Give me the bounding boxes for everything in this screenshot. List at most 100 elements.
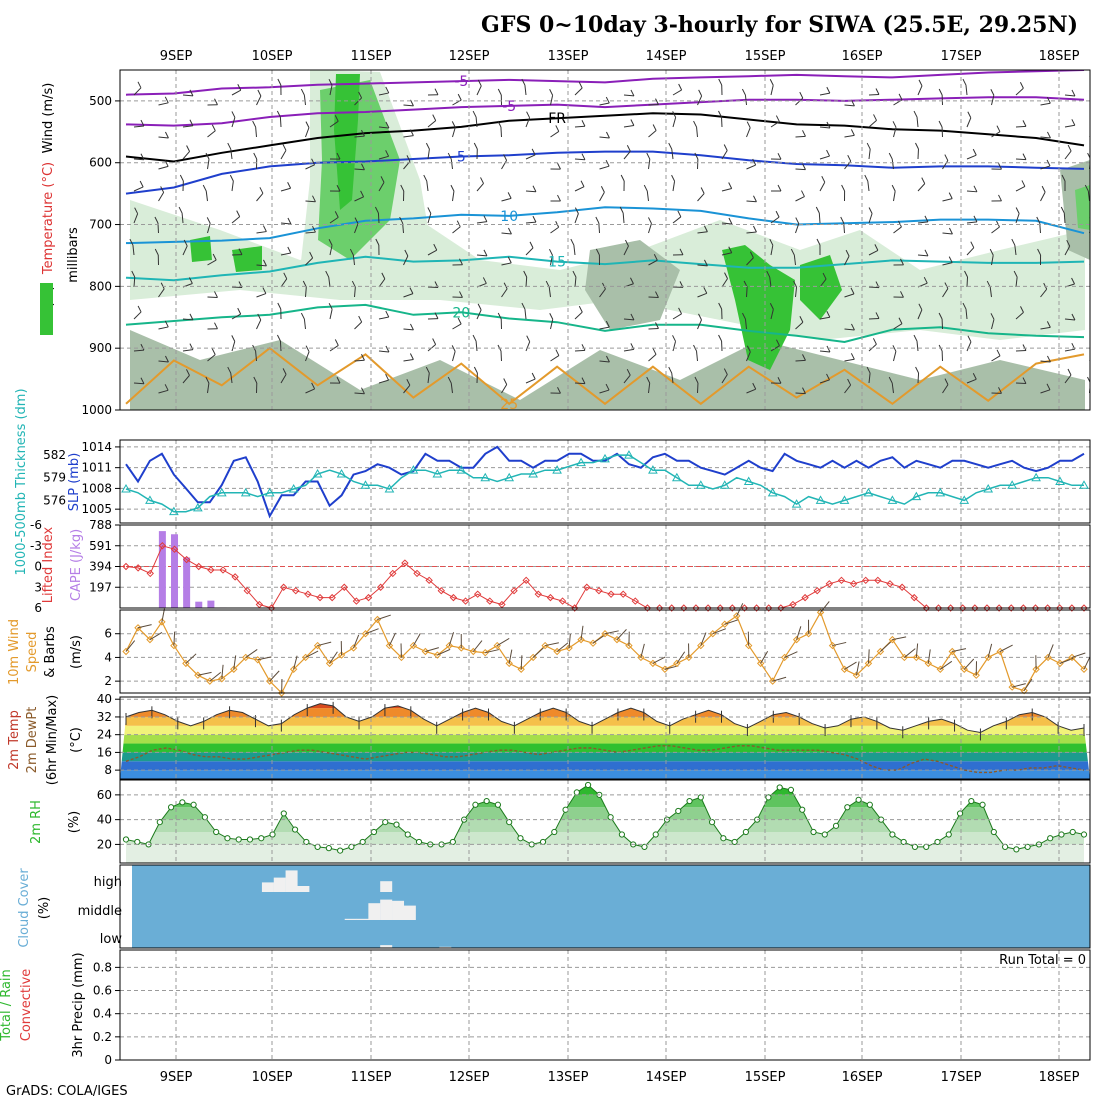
- wind-barb-5-34: [966, 247, 975, 256]
- lifted-index-point-68: [946, 604, 955, 612]
- wind-speed-point-69: [948, 647, 956, 656]
- wind-barb-10m-25: [425, 647, 439, 652]
- wind-barb-10m-0: [125, 640, 136, 652]
- lifted-index-point-33: [522, 576, 530, 585]
- lifted-index-point-20: [364, 593, 373, 602]
- wind-barb-flag-7-8: [328, 303, 333, 310]
- thickness-point-62: [863, 487, 874, 497]
- lifted-index-point-52: [752, 604, 761, 612]
- wind-barb-flag-1-5: [252, 120, 257, 128]
- wind-barb-flag-4-7: [312, 225, 316, 233]
- wind-barb-6-10: [378, 278, 386, 288]
- rh-ytick-20: 20: [97, 837, 112, 851]
- wind-barb-flag-0-18: [578, 81, 583, 89]
- wind-barb-flag-0-38: [1071, 89, 1076, 97]
- wind-barb-flag-8-37: [1047, 355, 1051, 363]
- wind-barb-0-35: [991, 95, 995, 106]
- lifted-index-point-28: [461, 597, 470, 605]
- wind-barb-6-6: [280, 278, 288, 288]
- wind-barb-8-17: [550, 355, 560, 362]
- wind-barb-flag-8-9: [361, 354, 365, 361]
- wind-barb-9-13: [450, 383, 453, 394]
- wind-barb-flag-3-37: [1041, 185, 1046, 193]
- wind-barb-5-11: [403, 255, 409, 266]
- lifted-index-point-19: [352, 597, 361, 605]
- wind-barb-6-11: [403, 293, 414, 298]
- thickness-point-50: [719, 480, 730, 489]
- wind-barb-flag-0-3: [214, 98, 218, 105]
- wind-barb-4-25: [746, 231, 757, 234]
- wind-barb-flag-2-5: [253, 152, 258, 160]
- wind-barb-0-22: [672, 89, 682, 96]
- wind-speed-point-75: [1020, 686, 1028, 695]
- wind10-axis-label-4: (m/s): [69, 635, 84, 669]
- wind-barb-8-29: [844, 358, 855, 362]
- li-ytick-3: 3: [34, 580, 42, 594]
- wind-barb-flag-0-34: [962, 78, 967, 86]
- wind-barb-flag-9-0: [140, 377, 145, 384]
- wind-speed-point-11: [254, 656, 262, 664]
- wind-barb-flag-9-16: [531, 372, 536, 380]
- thickness-axis-label: 1000-500mb Thickness (dm): [14, 388, 29, 575]
- upper-air-panel: -5 -5 FR 5 10 15 20 25 500 600 700 800 900 1000 Wind (…: [40, 69, 1091, 417]
- lifted-index-point-7: [207, 566, 215, 574]
- wind-barb-4-28: [818, 212, 821, 224]
- upper-air-frame: [119, 69, 1091, 411]
- wind-speed-point-13: [277, 689, 286, 697]
- wind-barb-8-7: [305, 351, 310, 362]
- wind-speed-point-8: [218, 675, 226, 683]
- cape-bar-4: [171, 534, 179, 608]
- wind-barb-flag-3-28: [821, 175, 826, 183]
- wind-barb-4-31: [893, 226, 902, 234]
- wind-barb-1-1: [158, 136, 169, 139]
- rh-point-71: [923, 843, 930, 850]
- wind-barb-8-13: [452, 351, 456, 362]
- wind-barb-5-17: [550, 255, 553, 266]
- wind-barb-9-25: [746, 388, 756, 394]
- wind-speed-point-41: [613, 635, 621, 644]
- rh-point-64: [844, 804, 851, 811]
- date-label-bottom-13SEP: 13SEP: [548, 1070, 589, 1085]
- wind-barb-flag-5-13: [459, 258, 463, 265]
- cloud-middle-bar-19: [344, 918, 357, 920]
- wind-barb-10m-5: [185, 653, 197, 664]
- wind-barb-flag-4-20: [619, 206, 624, 214]
- rh-point-39: [562, 806, 569, 813]
- rh-point-70: [911, 843, 919, 850]
- wind-barb-6-8: [328, 277, 331, 288]
- wind-barb-flag-7-38: [1071, 313, 1076, 321]
- wind-barb-6-18: [574, 276, 577, 288]
- date-label-top-16SEP: 16SEP: [842, 49, 883, 64]
- date-label-top-18SEP: 18SEP: [1039, 49, 1080, 64]
- temp-line: [125, 703, 1085, 734]
- wind-barb-flag-7-4: [237, 307, 242, 315]
- wind-barb-flag-5-34: [970, 241, 975, 248]
- wind-barb-flag-2-12: [425, 142, 430, 150]
- wind-barb-7-22: [672, 313, 682, 320]
- wind-barb-9-20: [623, 374, 631, 384]
- wind-barb-4-13: [452, 226, 461, 234]
- wind-barb-flag-6-27: [793, 280, 797, 288]
- thickness-ytick-579: 579: [43, 471, 66, 485]
- rh-point-15: [291, 826, 299, 833]
- cloud-middle-bar-22: [380, 899, 393, 920]
- wind-barb-5-15: [501, 262, 512, 266]
- wind-barb-8-21: [648, 354, 657, 362]
- wind-barb-4-12: [427, 213, 432, 224]
- wind-barb-flag-1-29: [850, 129, 855, 136]
- wind-barb-flag-3-27: [801, 190, 805, 197]
- date-label-bottom-11SEP: 11SEP: [351, 1070, 392, 1085]
- thickness-ytick-576: 576: [43, 493, 66, 507]
- wind-barb-0-11: [403, 104, 414, 107]
- wind-barb-9-29: [844, 384, 852, 394]
- rh-point-59: [787, 786, 795, 794]
- wind-barb-flag-7-10: [385, 310, 390, 318]
- wind-barb-flag-1-33: [938, 120, 943, 128]
- wind-barb-1-34: [966, 117, 972, 128]
- rh-point-52: [708, 819, 716, 826]
- date-label-bottom-16SEP: 16SEP: [842, 1070, 883, 1085]
- isotherm-label-15-5: 15: [548, 255, 566, 271]
- precip-panel: 0 0.2 0.4 0.6 0.8 Run Total = 0 Total / Rain Co…: [0, 949, 1091, 1067]
- wind-barb-flag-1-35: [996, 125, 1001, 132]
- wind-barb-flag-9-21: [646, 376, 651, 384]
